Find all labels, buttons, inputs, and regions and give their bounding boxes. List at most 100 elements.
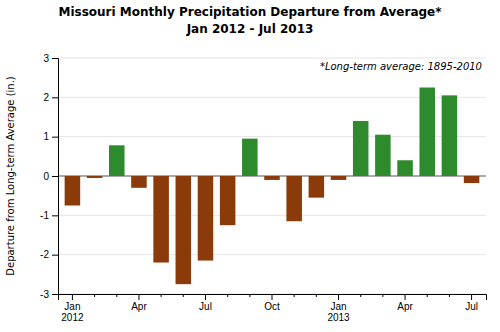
tick-label-line: Oct <box>264 301 280 312</box>
tick-label-line: Apr <box>397 301 413 312</box>
bar <box>65 176 81 206</box>
x-tick <box>161 294 162 297</box>
x-tick: Apr <box>131 294 147 312</box>
x-tick: Jan2012 <box>61 294 84 323</box>
y-tick: 2 <box>43 92 58 103</box>
tick-mark <box>427 294 428 297</box>
y-tick: -1 <box>40 210 58 221</box>
tick-label-line: 2012 <box>61 312 84 323</box>
tick-mark <box>52 58 58 59</box>
tick-label: 0 <box>43 171 49 182</box>
tick-label-line: Apr <box>131 301 147 312</box>
grid-line <box>58 254 486 255</box>
x-tick <box>427 294 428 297</box>
tick-mark <box>227 294 228 297</box>
grid-line <box>58 215 486 216</box>
y-tick: 3 <box>43 53 58 64</box>
grid <box>58 58 486 294</box>
x-tick <box>116 294 117 297</box>
bar <box>397 160 413 176</box>
annotation: *Long-term average: 1895-2010 <box>320 61 482 72</box>
bar <box>242 139 258 176</box>
x-tick <box>449 294 450 297</box>
tick-mark <box>116 294 117 297</box>
tick-label: Jul <box>465 301 478 312</box>
x-tick: Jan2013 <box>327 294 350 323</box>
tick-label-line: Jul <box>465 301 478 312</box>
tick-mark <box>72 294 73 300</box>
x-tick <box>183 294 184 297</box>
tick-label-line: 2013 <box>327 312 350 323</box>
tick-label: Jan2013 <box>327 301 350 323</box>
bar <box>286 176 302 221</box>
subtitle: Jan 2012 - Jul 2013 <box>186 22 314 36</box>
tick-mark <box>449 294 450 297</box>
tick-mark <box>52 215 58 216</box>
y-tick: 0 <box>43 171 58 182</box>
tick-mark <box>405 294 406 300</box>
bar <box>353 121 369 176</box>
x-tick <box>227 294 228 297</box>
bar <box>264 176 280 180</box>
tick-mark <box>183 294 184 297</box>
tick-label: Jan2012 <box>61 301 84 323</box>
bar <box>87 176 103 178</box>
bar <box>220 176 236 225</box>
x-tick <box>360 294 361 297</box>
axis-line <box>52 59 59 295</box>
x-tick <box>94 294 95 297</box>
bar <box>419 88 435 177</box>
y-axis-title: Departure from Long-term Average (in.) <box>5 76 16 276</box>
bars <box>65 88 480 285</box>
tick-mark <box>382 294 383 297</box>
tick-label: Apr <box>131 301 147 312</box>
tick-mark <box>52 176 58 177</box>
tick-label: Oct <box>264 301 280 312</box>
tick-label: Apr <box>397 301 413 312</box>
bar <box>176 176 192 284</box>
bar <box>153 176 169 263</box>
x-tick <box>294 294 295 297</box>
axis-line <box>59 295 487 301</box>
tick-label-line: Jul <box>199 301 212 312</box>
tick-mark <box>205 294 206 300</box>
tick-label-line: Jan <box>64 301 80 312</box>
tick-mark <box>94 294 95 297</box>
tick-mark <box>272 294 273 300</box>
y-tick: -3 <box>40 289 58 300</box>
bar <box>198 176 214 261</box>
tick-mark <box>360 294 361 297</box>
tick-label: 1 <box>43 131 49 142</box>
title: Missouri Monthly Precipitation Departure… <box>58 5 442 19</box>
y-axis: -3 -2 -1 0 1 2 3 <box>40 53 58 300</box>
tick-mark <box>52 137 58 138</box>
x-tick: Jul <box>199 294 212 312</box>
bar <box>375 135 391 176</box>
grid-line <box>58 58 486 59</box>
tick-mark <box>161 294 162 297</box>
tick-label: 3 <box>43 53 49 64</box>
tick-mark <box>294 294 295 297</box>
x-tick: Apr <box>397 294 413 312</box>
tick-mark <box>52 255 58 256</box>
x-tick <box>382 294 383 297</box>
tick-mark <box>338 294 339 300</box>
bar <box>464 176 480 183</box>
tick-label: -2 <box>40 249 49 260</box>
x-tick: Jul <box>465 294 478 312</box>
x-tick <box>249 294 250 297</box>
tick-mark <box>471 294 472 300</box>
tick-label-line: Jan <box>330 301 346 312</box>
tick-mark <box>316 294 317 297</box>
tick-label: 2 <box>43 92 49 103</box>
x-tick: Oct <box>264 294 280 312</box>
chart: Missouri Monthly Precipitation Departure… <box>0 0 500 332</box>
x-axis: Jan2012AprJulOctJan2013AprJul <box>59 294 487 323</box>
y-tick: -2 <box>40 249 58 260</box>
x-tick <box>316 294 317 297</box>
tick-mark <box>138 294 139 300</box>
tick-label: -3 <box>40 289 49 300</box>
bar <box>309 176 325 198</box>
bar <box>442 95 458 176</box>
tick-mark <box>52 294 58 295</box>
